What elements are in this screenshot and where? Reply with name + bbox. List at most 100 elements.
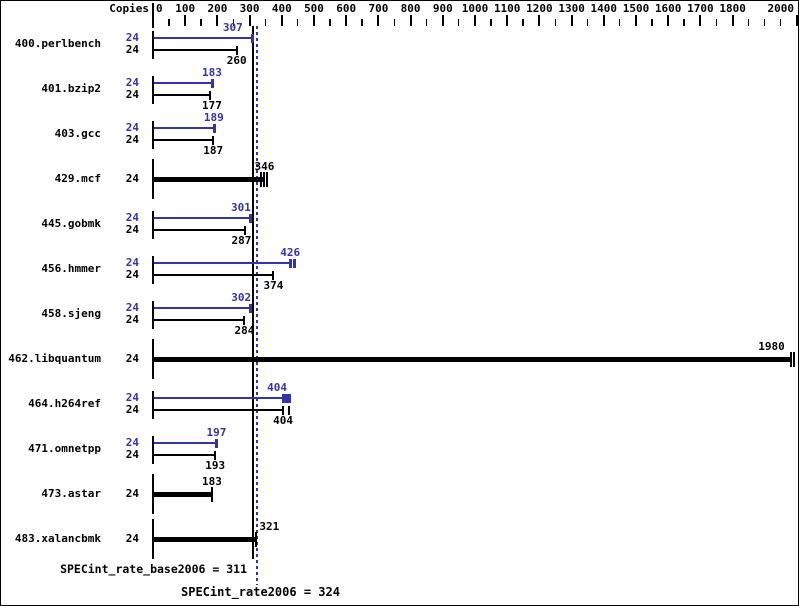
x-axis-minor-tick <box>393 19 395 26</box>
bar-value-label: 374 <box>263 279 284 292</box>
copies-value: 24 <box>125 391 139 404</box>
benchmark-label: 456.hmmer <box>41 262 101 275</box>
copies-value: 24 <box>125 436 139 449</box>
copies-value: 24 <box>125 532 139 545</box>
base-bar <box>154 139 214 141</box>
bar-value-label: 426 <box>280 246 301 259</box>
axis-tick-label: 1000 <box>461 2 489 15</box>
bar-end-tick <box>288 394 292 403</box>
bar-end-tick <box>255 532 258 547</box>
x-axis-minor-tick <box>232 19 234 26</box>
axis-tick-label: 1100 <box>493 2 521 15</box>
copies-value: 24 <box>125 172 139 185</box>
bar-end-tick <box>214 451 217 460</box>
bar-value-label: 307 <box>222 21 243 34</box>
bar-value-label: 183 <box>201 66 222 79</box>
copies-value: 24 <box>125 31 139 44</box>
benchmark-label: 403.gcc <box>54 127 101 140</box>
bar-end-tick <box>210 487 213 502</box>
bar-value-label: 260 <box>226 54 247 67</box>
benchmark-label: 483.xalancbmk <box>14 532 101 545</box>
x-axis-major-tick <box>313 15 315 26</box>
bar-end-tick <box>212 124 216 133</box>
bar-end-tick <box>293 259 297 268</box>
axis-tick-label: 100 <box>175 2 196 15</box>
axis-tick-label: 1300 <box>558 2 585 15</box>
specint_rate2006-reference-line <box>256 26 259 585</box>
bar-end-tick <box>282 406 285 415</box>
x-axis-major-tick <box>184 15 187 26</box>
group-axis-segment <box>152 474 154 514</box>
bar-value-label: 287 <box>231 234 252 247</box>
copies-value: 24 <box>125 403 139 416</box>
x-axis-major-tick <box>377 15 380 26</box>
group-axis-segment <box>152 519 154 559</box>
x-axis-major-tick <box>216 15 219 26</box>
group-axis-segment <box>152 339 154 379</box>
bar-end-tick <box>248 214 252 223</box>
copies-value: 24 <box>125 268 139 281</box>
peak-bar <box>154 397 284 399</box>
bar-end-tick <box>243 316 246 325</box>
bar-value-label: 404 <box>273 414 294 427</box>
bar-end-tick <box>210 79 214 88</box>
copies-value: 24 <box>125 211 139 224</box>
bar-value-label: 187 <box>203 144 224 157</box>
bar-value-label: 189 <box>203 111 224 124</box>
x-axis-minor-tick <box>763 19 766 26</box>
bar-end-tick <box>789 352 792 367</box>
x-axis-major-tick <box>796 15 798 26</box>
benchmark-label: 400.perlbench <box>14 37 101 50</box>
bar-end-tick <box>249 304 253 313</box>
copies-value: 24 <box>125 88 139 101</box>
peak-bar <box>154 217 250 219</box>
x-axis-minor-tick <box>715 19 717 26</box>
axis-tick-label: 600 <box>336 2 357 15</box>
copies-value: 24 <box>125 313 139 326</box>
copies-value: 24 <box>125 352 139 365</box>
axis-tick-label: 1700 <box>687 2 714 15</box>
benchmark-label: 445.gobmk <box>41 217 101 230</box>
copies-value: 24 <box>125 43 139 56</box>
bar-end-tick <box>282 394 286 403</box>
axis-tick-label: 0 <box>156 2 163 15</box>
axis-tick-label: 700 <box>368 2 389 15</box>
x-axis-major-tick <box>409 15 412 26</box>
bar-end-tick <box>792 352 795 367</box>
x-axis-major-tick <box>506 15 509 26</box>
copies-value: 24 <box>125 133 139 146</box>
copies-value: 24 <box>125 256 139 269</box>
bar-end-tick <box>208 91 211 100</box>
axis-tick-label: 300 <box>239 2 260 15</box>
x-axis-major-tick <box>699 15 702 26</box>
peak-rate-summary-label: SPECint_rate2006 = 324 <box>181 585 340 599</box>
benchmark-label: 458.sjeng <box>41 307 101 320</box>
single-bar <box>154 177 265 182</box>
group-axis-segment <box>152 31 154 59</box>
bar-end-tick <box>235 46 238 55</box>
base-bar <box>154 319 245 321</box>
axis-tick-label: 400 <box>271 2 292 15</box>
x-axis-major-tick <box>570 15 573 26</box>
copies-column-header: Copies <box>109 2 149 15</box>
x-axis-major-tick <box>538 15 541 26</box>
x-axis-major-tick <box>474 15 476 26</box>
x-axis-minor-tick <box>618 19 621 26</box>
peak-bar <box>154 442 217 444</box>
x-axis-minor-tick <box>168 19 170 26</box>
bar-value-label: 1980 <box>758 340 785 353</box>
bar-value-label: 302 <box>231 291 252 304</box>
bar-end-tick <box>260 172 263 187</box>
group-axis-segment <box>152 211 154 239</box>
group-axis-segment <box>152 256 154 284</box>
benchmark-label: 462.libquantum <box>8 352 101 365</box>
bar-value-label: 284 <box>234 324 255 337</box>
axis-tick-label: 900 <box>432 2 453 15</box>
group-axis-segment <box>152 391 154 419</box>
x-axis-minor-tick <box>747 19 750 26</box>
x-axis-minor-tick <box>296 19 299 26</box>
axis-tick-label: 200 <box>207 2 228 15</box>
x-axis-major-tick <box>731 15 734 26</box>
x-axis-major-tick <box>635 15 637 26</box>
